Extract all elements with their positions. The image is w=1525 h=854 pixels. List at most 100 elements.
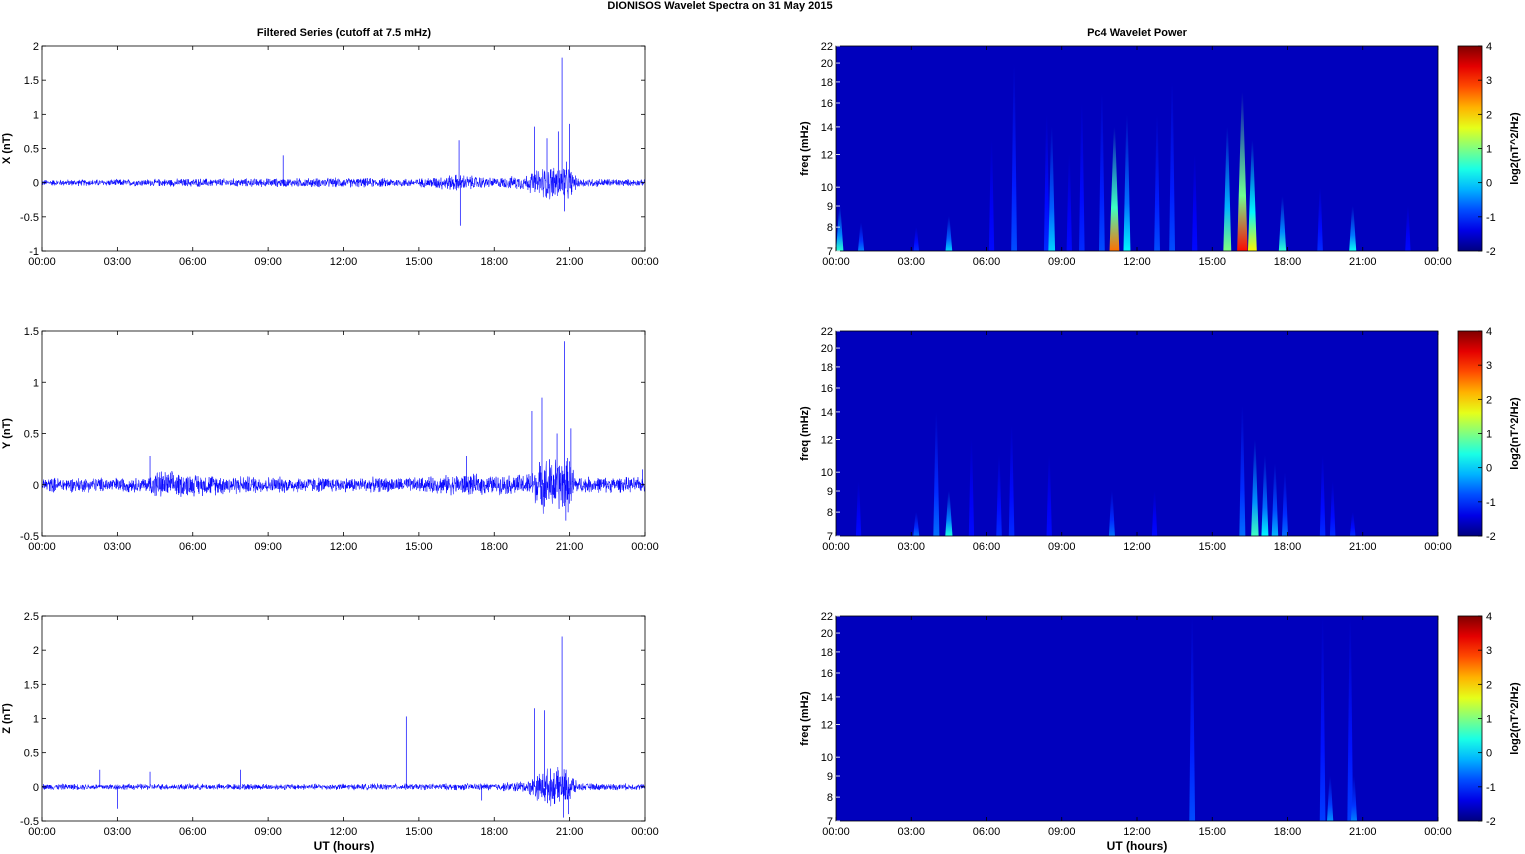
- z-wavelet-ylabel: freq (mHz): [799, 691, 811, 746]
- x-wavelet-ylabel: freq (mHz): [799, 121, 811, 176]
- y-wavelet-power-streak: [1239, 405, 1246, 536]
- x-series-xtick-label: 18:00: [480, 256, 508, 268]
- y-series-xtick-label: 03:00: [104, 541, 132, 553]
- y-wavelet-power-streak: [968, 439, 975, 536]
- x-wavelet-power-streak: [1079, 103, 1085, 251]
- x-series-xtick-label: 21:00: [556, 256, 584, 268]
- z-series-ytick-label: 2: [33, 645, 39, 657]
- y-wavelet-power-streak: [996, 455, 1002, 536]
- z-wavelet-xtick-label: 09:00: [1048, 826, 1076, 838]
- x-wavelet-background: [836, 46, 1438, 251]
- figure-suptitle: DIONISOS Wavelet Spectra on 31 May 2015: [607, 0, 832, 12]
- x-wavelet-colorbar-tick-label: 2: [1486, 109, 1492, 121]
- z-wavelet-xtick-label: 18:00: [1274, 826, 1302, 838]
- z-wavelet-xtick-label: 15:00: [1198, 826, 1226, 838]
- z-series-ytick-label: 1: [33, 714, 39, 726]
- x-wavelet-xtick-label: 00:00: [1424, 256, 1452, 268]
- y-wavelet-colorbar-tick-label: 4: [1486, 326, 1492, 338]
- z-series-xtick-label: 21:00: [556, 826, 584, 838]
- x-wavelet-power-streak: [1066, 154, 1072, 251]
- z-series-xtick-label: 06:00: [179, 826, 207, 838]
- z-wavelet-ytick-label: 8: [827, 792, 833, 804]
- z-wavelet-ytick-label: 18: [821, 647, 833, 659]
- z-wavelet-ytick-label: 16: [821, 668, 833, 680]
- z-wavelet-colorbar-label: log2(nT^2/Hz): [1509, 682, 1521, 755]
- x-series-ylabel: X (nT): [1, 133, 13, 164]
- y-series-xtick-label: 09:00: [254, 541, 282, 553]
- x-wavelet-power-streak: [1405, 206, 1411, 251]
- y-wavelet-power-streak: [1261, 455, 1269, 536]
- x-series-trace: [42, 161, 645, 200]
- x-series-ytick-label: 2: [33, 41, 39, 53]
- x-wavelet-power-streak: [1109, 126, 1120, 251]
- x-series-ytick-label: 1: [33, 109, 39, 121]
- z-wavelet-power-streak: [1350, 776, 1358, 821]
- x-wavelet-ytick-label: 18: [821, 77, 833, 89]
- y-wavelet-colorbar-tick-label: -2: [1486, 531, 1496, 543]
- z-wavelet-power-streak: [1189, 616, 1196, 821]
- z-wavelet-ytick-label: 10: [821, 752, 833, 764]
- x-series-xtick-label: 06:00: [179, 256, 207, 268]
- y-wavelet-power-streak: [1251, 439, 1259, 536]
- z-wavelet-colorbar-tick-label: -2: [1486, 816, 1496, 828]
- y-wavelet-power-streak: [1151, 491, 1158, 536]
- y-series-xtick-label: 00:00: [631, 541, 659, 553]
- z-wavelet-ytick-label: 14: [821, 692, 833, 704]
- y-wavelet-power-streak: [1349, 512, 1356, 536]
- z-wavelet-xtick-label: 00:00: [822, 826, 850, 838]
- y-series-xtick-label: 12:00: [330, 541, 358, 553]
- y-wavelet-power-streak: [1046, 455, 1052, 536]
- y-wavelet-xtick-label: 00:00: [822, 541, 850, 553]
- z-series-ytick-label: 0.5: [24, 748, 39, 760]
- x-wavelet-power-streak: [913, 227, 920, 251]
- z-wavelet-colorbar-tick-label: 3: [1486, 645, 1492, 657]
- y-wavelet-power-streak: [945, 491, 953, 536]
- y-wavelet-ytick-label: 9: [827, 486, 833, 498]
- y-wavelet-ytick-label: 22: [821, 326, 833, 338]
- x-wavelet-power-streak: [836, 206, 844, 251]
- z-wavelet-xtick-label: 03:00: [897, 826, 925, 838]
- x-series-xtick-label: 09:00: [254, 256, 282, 268]
- z-wavelet-ytick-label: 22: [821, 611, 833, 623]
- x-series-ytick-label: 0.5: [24, 144, 39, 156]
- x-series-xtick-label: 03:00: [104, 256, 132, 268]
- x-wavelet-colorbar-tick-label: 1: [1486, 144, 1492, 156]
- z-wavelet-xtick-label: 00:00: [1424, 826, 1452, 838]
- x-wavelet-colorbar-tick-label: -2: [1486, 246, 1496, 258]
- y-series-ylabel: Y (nT): [1, 418, 13, 449]
- y-wavelet-xtick-label: 15:00: [1198, 541, 1226, 553]
- x-wavelet-colorbar-tick-label: 0: [1486, 178, 1492, 190]
- x-wavelet-ytick-label: 10: [821, 182, 833, 194]
- x-wavelet-ytick-label: 14: [821, 122, 833, 134]
- z-wavelet-power-streak: [1327, 776, 1334, 821]
- z-wavelet-ytick-label: 9: [827, 771, 833, 783]
- x-wavelet-power-streak: [1011, 63, 1017, 251]
- x-series-xtick-label: 00:00: [631, 256, 659, 268]
- z-wavelet-xtick-label: 06:00: [973, 826, 1001, 838]
- z-wavelet-xtick-label: 12:00: [1123, 826, 1151, 838]
- x-wavelet-power-streak: [1043, 114, 1050, 251]
- y-series-xtick-label: 21:00: [556, 541, 584, 553]
- x-wavelet-xtick-label: 12:00: [1123, 256, 1151, 268]
- x-wavelet-power-streak: [1349, 206, 1357, 251]
- panels: -1 -0.5 0 0.5 1 1.5 2 X (nT) 00:00 03:00 06:00 09:0…: [1, 41, 1521, 838]
- x-wavelet-ytick-label: 9: [827, 201, 833, 213]
- y-wavelet-xtick-label: 12:00: [1123, 541, 1151, 553]
- z-series-xtick-label: 00:00: [631, 826, 659, 838]
- x-wavelet-xtick-label: 03:00: [897, 256, 925, 268]
- x-wavelet-xtick-label: 18:00: [1274, 256, 1302, 268]
- y-wavelet-background: [836, 331, 1438, 536]
- x-wavelet-power-streak: [858, 222, 865, 251]
- y-series-xtick-label: 15:00: [405, 541, 433, 553]
- y-wavelet-colorbar-label: log2(nT^2/Hz): [1509, 397, 1521, 470]
- y-wavelet-xtick-label: 06:00: [973, 541, 1001, 553]
- y-wavelet-power-streak: [1108, 491, 1115, 536]
- right-column-title: Pc4 Wavelet Power: [1087, 27, 1188, 39]
- y-wavelet-colorbar-tick-label: 0: [1486, 463, 1492, 475]
- y-wavelet-power-streak: [1319, 455, 1326, 536]
- x-series-plot-area: [42, 46, 645, 251]
- x-wavelet-power-streak: [1192, 154, 1198, 251]
- y-series-xtick-label: 06:00: [179, 541, 207, 553]
- x-wavelet-xtick-label: 21:00: [1349, 256, 1377, 268]
- y-wavelet-ylabel: freq (mHz): [799, 406, 811, 461]
